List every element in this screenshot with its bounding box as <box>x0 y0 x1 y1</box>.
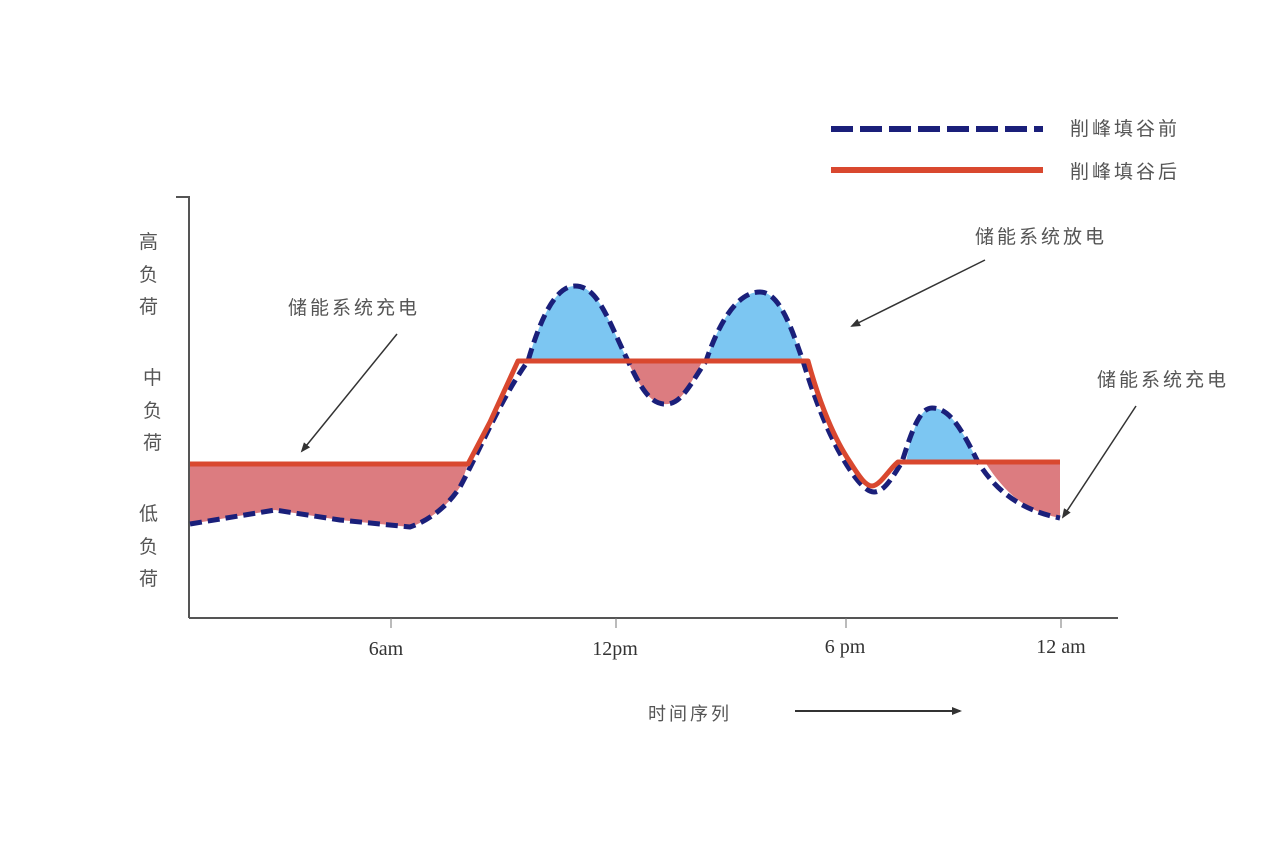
annotation-charge-right-arrow-icon <box>1061 405 1137 519</box>
annotation-charge-right: 储能系统充电 <box>1097 369 1229 391</box>
legend: 削峰填谷前 削峰填谷后 <box>831 118 1180 183</box>
y-label-low-1: 低 <box>139 503 158 525</box>
y-label-high-1: 高 <box>139 231 158 253</box>
valley-fills <box>190 362 1060 527</box>
y-axis-line <box>176 196 190 618</box>
annotation-discharge: 储能系统放电 <box>975 226 1107 248</box>
y-label-mid-1: 中 <box>143 367 162 389</box>
legend-before-label: 削峰填谷前 <box>1070 118 1180 140</box>
y-axis-labels: 高 负 荷 中 负 荷 低 负 荷 <box>139 231 162 590</box>
peak-fill-2 <box>706 292 803 361</box>
annotation-charge-left-arrow-icon <box>300 333 398 453</box>
x-axis-tick-labels: 6am 12pm 6 pm 12 am <box>369 636 1086 660</box>
x-tick-label-6pm: 6 pm <box>825 636 866 658</box>
y-label-low-2: 负 <box>139 536 158 558</box>
valley-fill-morning <box>190 464 468 527</box>
x-axis-title-text: 时间序列 <box>648 704 732 725</box>
valley-fill-night <box>985 462 1060 518</box>
x-axis-title: 时间序列 <box>648 704 962 725</box>
series-before-line <box>189 283 1061 530</box>
valley-fill-noon <box>628 362 702 405</box>
legend-after-label: 削峰填谷后 <box>1070 161 1180 183</box>
x-tick-label-6am: 6am <box>369 638 404 660</box>
series-after-line <box>190 358 1060 489</box>
annotation-charge-left: 储能系统充电 <box>288 297 420 319</box>
y-label-high-3: 荷 <box>139 296 158 318</box>
x-tick-label-12pm: 12pm <box>592 638 638 660</box>
y-label-mid-2: 负 <box>143 400 162 422</box>
x-tick-label-12am: 12 am <box>1036 636 1086 658</box>
annotation-discharge-arrow-icon <box>850 259 986 327</box>
y-label-low-3: 荷 <box>139 568 158 590</box>
axes <box>176 196 1118 628</box>
annotations: 储能系统充电 储能系统放电 储能系统充电 <box>288 226 1229 519</box>
peak-fill-3 <box>906 408 978 462</box>
y-label-high-2: 负 <box>139 264 158 286</box>
y-label-mid-3: 荷 <box>143 432 162 454</box>
